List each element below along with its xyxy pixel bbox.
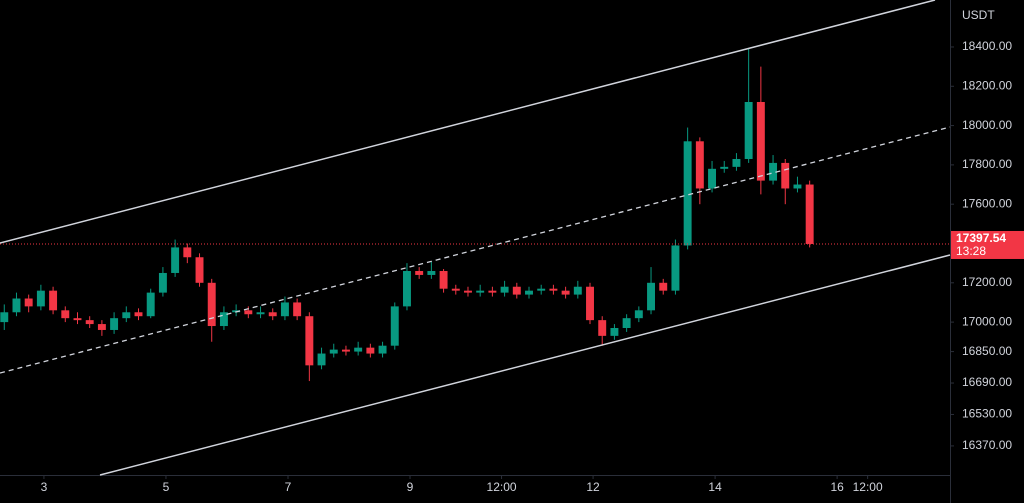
candle-body (244, 310, 253, 315)
candle-body (683, 141, 692, 246)
candle-body (781, 162, 790, 189)
candle-body (464, 290, 472, 293)
candle-body (305, 316, 314, 366)
candle-body (341, 349, 350, 352)
candle-body (695, 141, 704, 189)
channel-mid-line (0, 126, 951, 374)
y-tick-label: 17200.00 (962, 275, 1012, 289)
candle-body (512, 286, 521, 295)
x-tick-label: 9 (407, 480, 414, 494)
candle-body (671, 245, 680, 291)
last-price-label: 17397.54 (956, 231, 1006, 245)
candle-body (97, 324, 106, 330)
candle-body (146, 292, 155, 317)
candle-body (598, 320, 607, 336)
candle-body (756, 101, 765, 181)
channel (0, 0, 951, 476)
y-tick-label: 17600.00 (962, 196, 1012, 210)
y-tick-label: 16690.00 (962, 375, 1012, 389)
candle-body (390, 306, 399, 346)
candle-body (488, 290, 497, 293)
x-tick-label: 12:00 (853, 480, 883, 494)
candle-body (36, 290, 45, 307)
candle-body (195, 257, 204, 283)
x-tick-label: 3 (41, 480, 48, 494)
channel-upper-line (0, 0, 936, 244)
candle-body (378, 345, 387, 354)
candle-body (537, 288, 546, 291)
x-tick-label: 14 (708, 480, 722, 494)
channel-lower-line (99, 254, 951, 476)
x-tick-label: 16 (830, 480, 844, 494)
x-tick-label: 7 (285, 480, 292, 494)
candle-body (586, 286, 594, 321)
x-tick-label: 5 (163, 480, 170, 494)
currency-label: USDT (962, 8, 995, 22)
candle-body (439, 271, 448, 289)
y-tick-label: 17000.00 (962, 314, 1012, 328)
candle-body (573, 286, 582, 295)
candle-body (317, 353, 326, 366)
candle-body (256, 312, 265, 315)
x-tick-label: 12:00 (487, 480, 517, 494)
candle-body (476, 290, 485, 293)
candle-body (158, 272, 167, 293)
candle-body (366, 347, 375, 354)
candle-body (73, 318, 82, 321)
candle-body (634, 310, 643, 319)
candle-body (110, 318, 119, 330)
candle-body (61, 310, 70, 319)
candle-body (549, 288, 558, 291)
candle-body (708, 168, 717, 189)
candle-body (769, 162, 778, 181)
candle-body (24, 298, 33, 307)
candle-body (134, 312, 143, 317)
y-tick-label: 18400.00 (962, 39, 1012, 53)
candle-body (183, 247, 192, 258)
candle-body (500, 286, 509, 293)
candle-body (805, 184, 814, 244)
candle-body (280, 302, 289, 317)
y-tick-label: 16850.00 (962, 344, 1012, 358)
candle-body (49, 290, 58, 311)
candle-body (732, 158, 741, 167)
candle-body (0, 312, 9, 323)
candle-body (329, 349, 338, 354)
candle-body (622, 318, 631, 328)
candle-body (171, 247, 180, 273)
y-tick-label: 17800.00 (962, 157, 1012, 171)
candle-body (793, 184, 802, 189)
candle-body (85, 320, 94, 325)
candle-body (451, 288, 460, 291)
y-tick-label: 16370.00 (962, 438, 1012, 452)
x-tick-label: 12 (586, 480, 600, 494)
candle-body (744, 101, 753, 159)
plot-area (0, 48, 950, 382)
candle-body (403, 271, 411, 307)
y-tick-label: 18000.00 (962, 118, 1012, 132)
y-tick-label: 18200.00 (962, 78, 1012, 92)
candle-body (427, 271, 436, 275)
candle-body (268, 312, 277, 317)
candle-body (354, 347, 363, 352)
candle-body (293, 302, 302, 317)
candle-body (12, 298, 21, 313)
candle-body (122, 312, 131, 319)
candle-body (561, 290, 570, 295)
countdown-label: 13:28 (956, 244, 986, 258)
candle-body (219, 312, 228, 327)
candle-body (415, 271, 424, 275)
candle-body (659, 282, 668, 291)
candle-body (610, 327, 619, 336)
last-price-box (951, 230, 1024, 259)
candle-body (525, 290, 533, 295)
y-tick-label: 16530.00 (962, 407, 1012, 421)
candle-body (647, 282, 655, 311)
candle-body (207, 282, 216, 327)
candle-body (720, 166, 729, 169)
